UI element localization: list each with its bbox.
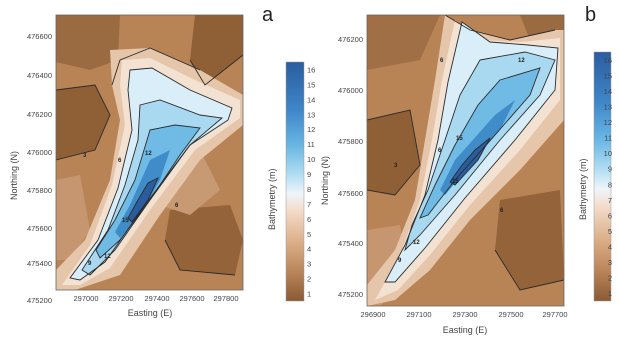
x-tick-label: 297700	[542, 310, 567, 319]
x-axis-label: Easting (E)	[443, 325, 488, 335]
contour-label: 15	[456, 136, 463, 142]
panel-b-map	[367, 15, 564, 306]
colorbar-tick-label: 6	[608, 211, 612, 220]
y-tick-label: 476200	[27, 110, 52, 119]
panel-a-frame	[55, 14, 244, 291]
y-tick-label: 475800	[27, 186, 52, 195]
colorbar-tick-label: 2	[608, 274, 612, 283]
contour-label: 9	[398, 258, 402, 264]
colorbar-tick-label: 14	[604, 87, 612, 96]
colorbar-tick-label: 7	[307, 200, 311, 209]
panel-b-y-axis: 476200 476000 475800 475600 475400 47520…	[320, 35, 363, 299]
y-tick-label: 476200	[338, 35, 363, 44]
y-tick-label: 475400	[27, 259, 52, 268]
y-axis-label: Northing (N)	[9, 151, 19, 200]
colorbar-tick-label: 12	[307, 125, 315, 134]
colorbar-tick-label: 10	[307, 155, 315, 164]
contour-label: 3	[83, 153, 87, 159]
x-axis-label: Easting (E)	[128, 308, 173, 318]
contour-label: 6	[118, 158, 122, 164]
contour-label: 6	[500, 208, 504, 214]
panel-b-frame	[366, 14, 565, 307]
colorbar-tick-label: 4	[608, 243, 612, 252]
colorbar-tick-label: 14	[307, 95, 315, 104]
y-tick-label: 476000	[338, 86, 363, 95]
contour-label: 6	[440, 58, 444, 64]
panel-a-map	[56, 15, 243, 290]
contour-label: 15	[122, 218, 129, 224]
colorbar-tick-label: 15	[307, 80, 315, 89]
colorbar-tick-label: 1	[608, 289, 612, 298]
x-tick-label: 297100	[406, 310, 431, 319]
colorbar-tick-label: 9	[608, 165, 612, 174]
colorbar-tick-label: 10	[604, 149, 612, 158]
contour-label: 12	[518, 58, 525, 64]
colorbar-tick-label: 13	[307, 110, 315, 119]
colorbar-tick-label: 3	[608, 258, 612, 267]
x-tick-label: 297400	[144, 294, 169, 303]
contour-label: 12	[145, 151, 152, 157]
colorbar-label: Bathymetry (m)	[267, 168, 277, 230]
y-tick-label: 475600	[27, 224, 52, 233]
colorbar-tick-label: 9	[307, 170, 311, 179]
panel-b-colorbar: Bathymetry (m) 16 15 14 13 12 11 10 9 8 7 6 5 4 3 2 1	[578, 51, 612, 302]
colorbar-tick-label: 11	[307, 140, 315, 149]
colorbar-tick-label: 5	[307, 230, 311, 239]
colorbar-tick-label: 7	[608, 196, 612, 205]
contour-label: 12	[413, 240, 420, 246]
colorbar-label: Bathymetry (m)	[578, 158, 588, 220]
y-tick-label: 475400	[338, 239, 363, 248]
colorbar-tick-label: 8	[608, 180, 612, 189]
panel-a-label: a	[262, 4, 274, 26]
x-tick-label: 297000	[73, 294, 98, 303]
contour-label: 6	[438, 148, 442, 154]
colorbar-tick-label: 4	[307, 245, 311, 254]
y-tick-label: 475600	[338, 189, 363, 198]
colorbar-tick-label: 6	[307, 215, 311, 224]
colorbar-tick-label: 1	[307, 290, 311, 299]
panel-a-colorbar: Bathymetry (m) 16 15 14 13 12 11 10 9 8 7 6 5 4 3 2 1	[267, 61, 315, 302]
y-tick-label: 476400	[27, 71, 52, 80]
colorbar-tick-label: 3	[307, 260, 311, 269]
x-tick-label: 297200	[108, 294, 133, 303]
x-tick-label: 297600	[179, 294, 204, 303]
panel-b-x-axis: 296900 297100 297300 297500 297700 Easti…	[360, 310, 567, 335]
y-axis-label: Northing (N)	[320, 156, 330, 205]
y-tick-label: 476600	[27, 32, 52, 41]
colorbar-tick-label: 11	[604, 134, 612, 143]
contour-label: 9	[88, 261, 92, 267]
x-tick-label: 297500	[498, 310, 523, 319]
panel-b-label: b	[585, 4, 597, 26]
y-tick-label: 476000	[27, 148, 52, 157]
colorbar-tick-label: 8	[307, 185, 311, 194]
colorbar-tick-label: 12	[604, 118, 612, 127]
contour-label: 12	[104, 254, 111, 260]
panel-a-x-axis: 297000 297200 297400 297600 297800 Easti…	[73, 294, 238, 318]
colorbar-tick-label: 16	[604, 56, 612, 65]
y-tick-label: 475200	[27, 296, 52, 305]
x-tick-label: 297800	[213, 294, 238, 303]
contour-label: 3	[394, 163, 398, 169]
colorbar-tick-label: 16	[307, 65, 315, 74]
colorbar-tick-label: 5	[608, 227, 612, 236]
y-tick-label: 475800	[338, 137, 363, 146]
colorbar-tick-label: 2	[307, 275, 311, 284]
panel-a-y-axis: 476600 476400 476200 476000 475800 47560…	[9, 32, 52, 305]
colorbar-tick-label: 15	[604, 71, 612, 80]
colorbar-tick-label: 13	[604, 102, 612, 111]
contour-label: 15	[452, 179, 459, 185]
x-tick-label: 296900	[360, 310, 385, 319]
x-tick-label: 297300	[452, 310, 477, 319]
contour-label: 6	[175, 203, 179, 209]
y-tick-label: 475200	[338, 290, 363, 299]
